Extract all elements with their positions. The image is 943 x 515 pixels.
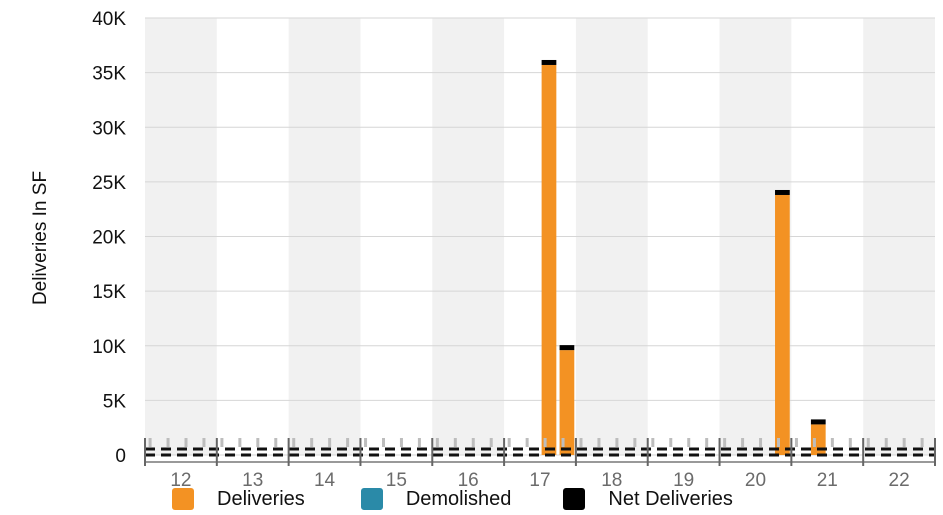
quarter-tick — [705, 438, 709, 447]
legend-label-demolished: Demolished — [405, 487, 512, 510]
baseline-markers — [144, 438, 936, 466]
quarter-tick — [184, 438, 188, 447]
y-tick-30K: 30K — [92, 118, 126, 139]
y-tick-25K: 25K — [92, 173, 126, 194]
quarter-tick — [417, 438, 421, 447]
quarter-tick — [651, 438, 655, 447]
quarter-tick — [920, 438, 924, 447]
legend-item-deliveries[interactable]: Deliveries — [172, 488, 305, 511]
x-tick-18: 18 — [601, 470, 622, 491]
quarter-tick — [687, 438, 691, 447]
bar-deliveries-20-q4 — [775, 194, 790, 456]
y-tick-40K: 40K — [92, 9, 126, 30]
legend: Deliveries Demolished Net Deliveries — [172, 484, 733, 514]
x-tick-12: 12 — [170, 470, 191, 491]
x-tick-14: 14 — [314, 470, 336, 491]
y-tick-15K: 15K — [92, 282, 126, 303]
y-tick-labels: 0 5K 10K 15K 20K 25K 30K 35K 40K — [92, 9, 126, 467]
x-tick-22: 22 — [889, 470, 910, 491]
quarter-tick — [615, 438, 619, 447]
legend-label-net-deliveries: Net Deliveries — [608, 487, 733, 510]
quarter-tick — [902, 438, 906, 447]
x-tick-labels: 12 13 14 15 16 17 18 19 20 21 22 — [170, 470, 909, 491]
bar-net-deliveries-17-q3 — [541, 59, 557, 65]
quarter-tick — [364, 438, 368, 447]
y-axis-label: Deliveries In SF — [30, 171, 51, 305]
quarter-tick — [346, 438, 350, 447]
x-tick-19: 19 — [673, 470, 694, 491]
quarter-tick — [794, 438, 798, 447]
bar-net-deliveries-21-q2 — [810, 419, 826, 425]
quarter-tick — [597, 438, 601, 447]
quarter-tick — [453, 438, 457, 447]
quarter-tick — [202, 438, 206, 447]
quarter-tick — [561, 438, 565, 447]
quarter-tick — [777, 438, 780, 447]
quarter-tick — [166, 438, 170, 447]
quarter-tick — [238, 438, 242, 447]
y-tick-20K: 20K — [92, 228, 126, 249]
legend-item-net-deliveries[interactable]: Net Deliveries — [563, 487, 733, 511]
quarter-tick — [148, 438, 152, 447]
quarter-tick — [310, 438, 314, 447]
quarter-tick — [525, 438, 529, 447]
quarter-tick — [633, 438, 637, 447]
quarter-tick — [543, 438, 547, 447]
legend-swatch-demolished — [360, 488, 383, 510]
bar-net-deliveries-20-q4 — [775, 189, 790, 195]
x-tick-21: 21 — [817, 470, 838, 491]
quarter-tick — [723, 438, 727, 447]
legend-item-demolished[interactable]: Demolished — [360, 487, 512, 511]
quarter-tick — [274, 438, 278, 447]
y-tick-5K: 5K — [103, 391, 127, 412]
quarter-tick — [579, 438, 583, 447]
quarter-tick — [256, 438, 260, 447]
legend-swatch-deliveries — [172, 488, 194, 510]
quarter-tick — [830, 438, 834, 447]
gridlines — [145, 17, 935, 456]
quarter-tick — [328, 438, 332, 447]
x-tick-16: 16 — [458, 470, 479, 491]
x-tick-15: 15 — [386, 470, 407, 491]
quarter-tick — [866, 438, 870, 447]
quarter-tick — [759, 438, 763, 447]
quarter-tick — [399, 438, 403, 447]
quarter-tick — [292, 438, 296, 447]
y-tick-0: 0 — [115, 446, 126, 467]
y-tick-35K: 35K — [92, 64, 126, 85]
legend-label-deliveries: Deliveries — [217, 487, 305, 510]
bar-deliveries-17-q4 — [559, 350, 575, 455]
quarter-tick — [471, 438, 475, 447]
quarter-tick — [884, 438, 888, 447]
quarter-tick — [489, 438, 493, 447]
y-tick-10K: 10K — [92, 337, 126, 358]
quarter-tick — [435, 438, 439, 447]
bar-deliveries-21-q2 — [810, 424, 826, 455]
quarter-tick — [382, 438, 385, 447]
legend-swatch-net-deliveries — [563, 488, 586, 510]
bars — [541, 59, 826, 456]
quarter-tick — [741, 438, 745, 447]
bar-net-deliveries-17-q4 — [559, 345, 575, 351]
quarter-tick — [848, 438, 852, 447]
x-tick-17: 17 — [529, 470, 550, 491]
quarter-tick — [220, 438, 224, 447]
quarter-tick — [507, 438, 511, 447]
bar-deliveries-17-q3 — [541, 64, 557, 455]
x-tick-20: 20 — [745, 470, 766, 491]
quarter-tick — [812, 438, 816, 447]
quarter-tick — [669, 438, 673, 447]
x-tick-13: 13 — [242, 470, 263, 491]
